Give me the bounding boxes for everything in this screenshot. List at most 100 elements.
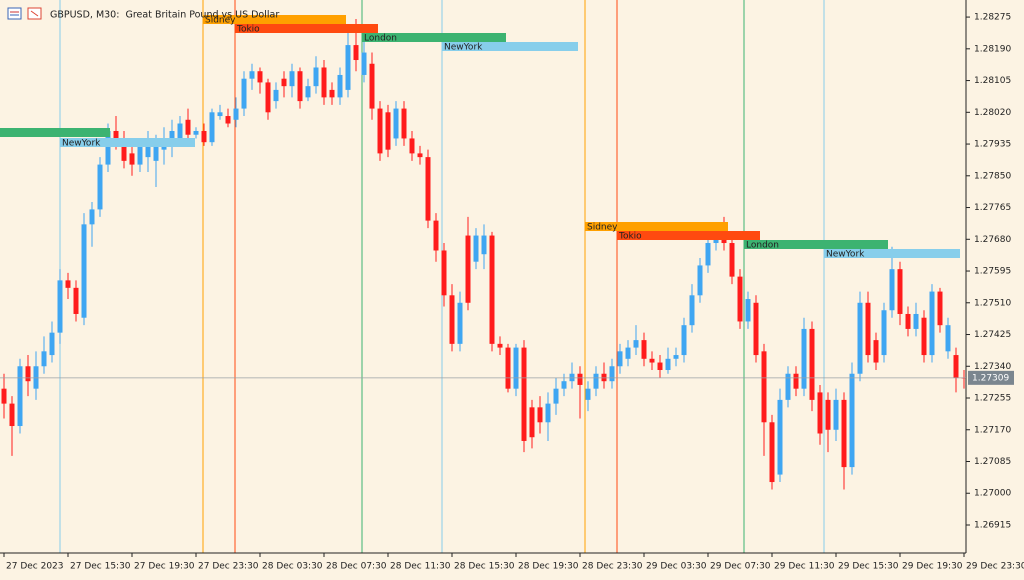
candle-body xyxy=(9,403,15,427)
candle-body xyxy=(457,302,463,344)
candle-body xyxy=(425,157,431,221)
candle-body xyxy=(657,362,663,370)
session-label: Sidney xyxy=(587,223,618,233)
session-label: NewYork xyxy=(62,139,101,149)
x-tick-label: 29 Dec 23:30 xyxy=(966,562,1024,572)
candle-body xyxy=(913,313,919,329)
candle-body xyxy=(473,235,479,262)
candle-body xyxy=(313,67,319,87)
toolbar-icons xyxy=(7,7,42,20)
candle-body xyxy=(337,74,343,98)
last-price-box xyxy=(968,370,1014,385)
session-label: Tokio xyxy=(236,25,260,35)
candle-body xyxy=(593,373,599,389)
candle-body xyxy=(737,276,743,322)
candle-body xyxy=(609,366,615,382)
session-label: London xyxy=(746,241,779,251)
candle-body xyxy=(625,347,631,359)
last-price-label: 1.27309 xyxy=(972,373,1009,383)
x-tick-label: 28 Dec 07:30 xyxy=(326,562,387,572)
session-bar xyxy=(235,24,378,33)
candle-body xyxy=(553,388,559,404)
x-tick-label: 27 Dec 15:30 xyxy=(70,562,131,572)
session-bar xyxy=(824,249,960,258)
candle-body xyxy=(321,67,327,98)
x-tick-label: 27 Dec 19:30 xyxy=(134,562,195,572)
candle-body xyxy=(137,145,143,165)
candle-body xyxy=(289,71,295,87)
candle-body xyxy=(73,287,79,314)
candle-body xyxy=(777,399,783,475)
candle-body xyxy=(89,209,95,225)
x-tick-label: 29 Dec 07:30 xyxy=(710,562,771,572)
candle-body xyxy=(849,373,855,468)
candles xyxy=(1,18,966,490)
icon xyxy=(7,7,22,20)
y-tick-label: 1.28020 xyxy=(974,108,1011,118)
x-tick-label: 28 Dec 03:30 xyxy=(262,562,323,572)
candle-body xyxy=(361,52,367,75)
y-tick-label: 1.27255 xyxy=(974,394,1011,404)
candle-body xyxy=(145,145,151,158)
candle-body xyxy=(801,328,807,389)
x-tick-label: 28 Dec 23:30 xyxy=(582,562,643,572)
candle-body xyxy=(433,220,439,251)
session-bar xyxy=(617,231,760,240)
candle-body xyxy=(1,388,7,404)
session-label: NewYork xyxy=(826,250,865,260)
candle-body xyxy=(393,108,399,139)
candle-body xyxy=(641,340,647,359)
candle-body xyxy=(17,366,23,427)
session-bar xyxy=(442,42,578,51)
session-label: London xyxy=(364,34,397,44)
x-tick-label: 28 Dec 19:30 xyxy=(518,562,579,572)
candle-body xyxy=(537,407,543,423)
candle-body xyxy=(241,78,247,109)
session-bar xyxy=(0,128,110,137)
candle-body xyxy=(497,343,503,348)
candle-body xyxy=(809,328,815,400)
y-tick-label: 1.27935 xyxy=(974,140,1011,150)
x-tick-label: 29 Dec 11:30 xyxy=(774,562,835,572)
candle-body xyxy=(617,351,623,367)
candle-body xyxy=(665,358,671,370)
candle-body xyxy=(41,351,47,367)
candle-body xyxy=(905,313,911,329)
candle-body xyxy=(649,358,655,363)
candle-body xyxy=(305,86,311,98)
candle-body xyxy=(329,89,335,98)
y-tick-label: 1.27765 xyxy=(974,203,1011,213)
candle-body xyxy=(673,355,679,359)
session-bar xyxy=(744,240,888,249)
candle-body xyxy=(297,71,303,102)
candle-body xyxy=(921,317,927,356)
candle-body xyxy=(25,366,31,382)
x-tick-label: 27 Dec 23:30 xyxy=(198,562,259,572)
candle-body xyxy=(481,235,487,255)
session-label: NewYork xyxy=(444,43,483,53)
candle-body xyxy=(353,45,359,61)
candle-body xyxy=(545,403,551,423)
y-tick-label: 1.27680 xyxy=(974,235,1011,245)
candle-body xyxy=(377,108,383,154)
candle-body xyxy=(769,422,775,483)
candle-body xyxy=(937,291,943,326)
chart-title: GBPUSD, M30: Great Britain Pound vs US D… xyxy=(50,10,279,21)
candle-body xyxy=(865,302,871,356)
candle-body xyxy=(793,373,799,389)
session-bar xyxy=(203,15,346,24)
candle-body xyxy=(529,407,535,438)
candle-body xyxy=(113,130,119,143)
candle-body xyxy=(185,119,191,135)
y-tick-label: 1.28190 xyxy=(974,44,1011,54)
candle-body xyxy=(465,235,471,303)
candle-body xyxy=(521,347,527,441)
y-tick-label: 1.27085 xyxy=(974,457,1011,467)
candle-body xyxy=(705,243,711,266)
candle-body xyxy=(585,388,591,400)
candle-body xyxy=(753,302,759,356)
candle-body xyxy=(273,89,279,102)
session-bars: LondonNewYorkSidneyTokioLondonNewYorkSid… xyxy=(0,15,960,260)
